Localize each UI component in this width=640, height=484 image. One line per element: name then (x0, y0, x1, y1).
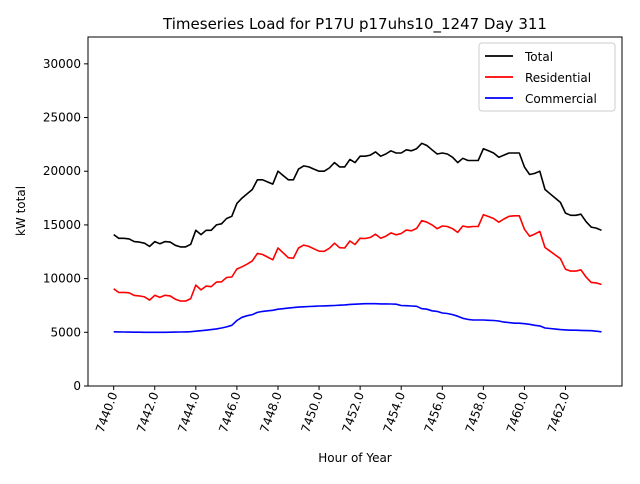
y-tick-label: 30000 (43, 57, 81, 71)
x-axis: 7440.0 7442.0 7444.0 7446.0 7448.0 7450.0 7452… (93, 386, 572, 434)
series-line-total (113, 142, 602, 248)
x-axis-label: Hour of Year (318, 451, 392, 465)
legend-label-commercial: Commercial (525, 92, 597, 106)
legend-box (478, 42, 616, 112)
y-tick-label: 0 (73, 379, 81, 393)
y-axis: 0 5000 10000 15000 20000 25000 30000 (43, 57, 88, 393)
x-tick-label: 7442.0 (134, 390, 162, 434)
x-tick-label: 7444.0 (175, 390, 203, 434)
x-tick-label: 7440.0 (93, 390, 121, 434)
x-tick-label: 7456.0 (422, 390, 450, 434)
y-tick-label: 25000 (43, 111, 81, 125)
legend-label-residential: Residential (525, 71, 591, 85)
series-lines (113, 142, 602, 334)
x-tick-label: 7462.0 (545, 390, 573, 434)
legend-label-total: Total (524, 50, 553, 64)
x-tick-label: 7452.0 (339, 390, 367, 434)
y-axis-label: kW total (14, 186, 28, 236)
x-tick-label: 7448.0 (257, 390, 285, 434)
y-tick-label: 5000 (50, 325, 81, 339)
series-line-commercial (113, 302, 602, 334)
y-tick-label: 15000 (43, 218, 81, 232)
x-tick-label: 7446.0 (216, 390, 244, 434)
y-tick-label: 10000 (43, 272, 81, 286)
chart-title: Timeseries Load for P17U p17uhs10_1247 D… (162, 15, 547, 34)
x-tick-label: 7454.0 (381, 390, 409, 434)
x-tick-label: 7450.0 (298, 390, 326, 434)
x-tick-label: 7458.0 (463, 390, 491, 434)
x-tick-label: 7460.0 (504, 390, 532, 434)
y-tick-label: 20000 (43, 164, 81, 178)
series-line-residential (113, 213, 602, 302)
plot-frame (87, 36, 623, 387)
legend: Total Residential Commercial (478, 42, 616, 112)
